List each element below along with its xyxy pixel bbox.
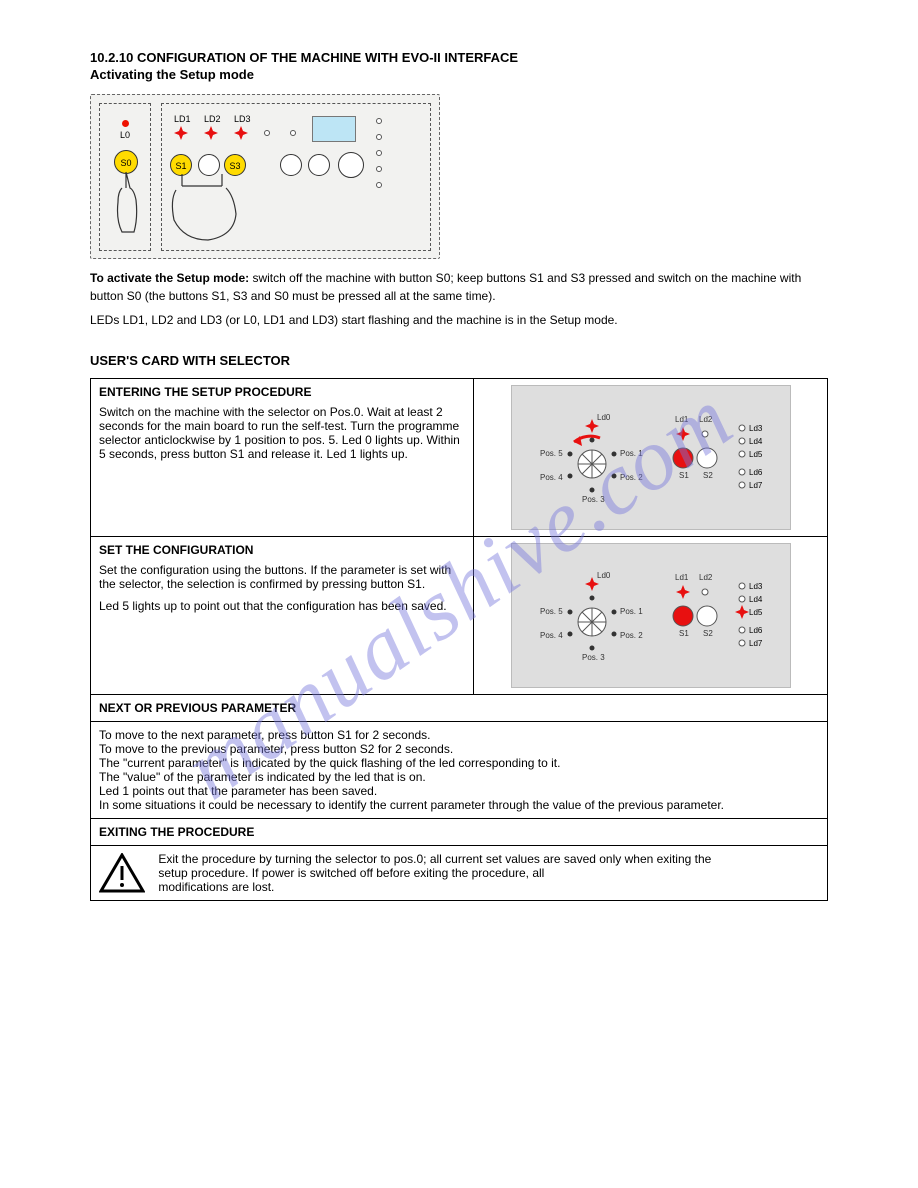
svg-text:Ld2: Ld2: [699, 573, 713, 582]
table-row: Exit the procedure by turning the select…: [91, 846, 828, 901]
step-cell-1: ENTERING THE SETUP PROCEDURE Switch on t…: [91, 379, 474, 537]
row3-cell: NEXT OR PREVIOUS PARAMETER: [91, 695, 828, 722]
hand-multi-icon: [164, 170, 264, 250]
button-blank-4: [338, 152, 364, 178]
table-row: NEXT OR PREVIOUS PARAMETER: [91, 695, 828, 722]
svg-text:Ld3: Ld3: [749, 582, 763, 591]
step-1-body: Switch on the machine with the selector …: [99, 405, 465, 461]
svg-text:Ld2: Ld2: [699, 415, 713, 424]
row4-line: To move to the next parameter, press but…: [99, 728, 819, 742]
svg-text:Pos. 2: Pos. 2: [620, 631, 643, 640]
step-2-title: SET THE CONFIGURATION: [99, 543, 465, 557]
figure-control-panel: L0 S0 LD1 LD2 LD3 S1 S3: [90, 94, 440, 259]
document-page: 10.2.10 CONFIGURATION OF THE MACHINE WIT…: [0, 0, 918, 941]
led-off-2: [290, 130, 296, 136]
figure-left-panel: L0 S0: [99, 103, 151, 251]
svg-text:Pos. 3: Pos. 3: [582, 495, 605, 504]
svg-text:Pos. 1: Pos. 1: [620, 607, 643, 616]
svg-text:S2: S2: [703, 629, 713, 638]
svg-text:Ld4: Ld4: [749, 437, 763, 446]
svg-text:Pos. 1: Pos. 1: [620, 449, 643, 458]
svg-text:Pos. 2: Pos. 2: [620, 473, 643, 482]
svg-text:S1: S1: [679, 629, 689, 638]
svg-text:Pos. 3: Pos. 3: [582, 653, 605, 662]
svg-text:Ld4: Ld4: [749, 595, 763, 604]
row5-cell: EXITING THE PROCEDURE: [91, 819, 828, 846]
svg-text:Ld7: Ld7: [749, 639, 763, 648]
warning-icon: [99, 853, 145, 893]
step-1-title: ENTERING THE SETUP PROCEDURE: [99, 385, 465, 399]
led-ld2: [204, 126, 218, 140]
panel-diagram-1: Pos. 1 Pos. 2 Pos. 3 Pos. 4 Pos. 5 Ld0: [511, 385, 791, 530]
ld2-label: LD2: [204, 114, 221, 124]
svg-text:Pos. 5: Pos. 5: [540, 607, 563, 616]
dot-r4: [376, 166, 382, 172]
svg-text:Ld6: Ld6: [749, 468, 763, 477]
table-row: To move to the next parameter, press but…: [91, 722, 828, 819]
dot-r3: [376, 150, 382, 156]
row4-line: To move to the previous parameter, press…: [99, 742, 819, 756]
row4-line: Led 1 points out that the parameter has …: [99, 784, 819, 798]
step-2-body: Set the configuration using the buttons.…: [99, 563, 465, 591]
caption-1: To activate the Setup mode: switch off t…: [90, 269, 828, 305]
panel-2-svg: Pos. 1 Pos. 2 Pos. 3 Pos. 4 Pos. 5 Ld0: [512, 544, 792, 689]
row4-cell: To move to the next parameter, press but…: [91, 722, 828, 819]
step-2-extra: Led 5 lights up to point out that the co…: [99, 599, 465, 613]
step-cell-2: SET THE CONFIGURATION Set the configurat…: [91, 537, 474, 695]
panel-1-svg: Pos. 1 Pos. 2 Pos. 3 Pos. 4 Pos. 5 Ld0: [512, 386, 792, 531]
hand-pointer-icon: [106, 170, 146, 248]
lcd-display: [312, 116, 356, 142]
svg-text:Ld7: Ld7: [749, 481, 763, 490]
svg-text:Ld5: Ld5: [749, 608, 763, 617]
button-blank-2: [280, 154, 302, 176]
row3-title: NEXT OR PREVIOUS PARAMETER: [99, 701, 296, 715]
dot-r1: [376, 118, 382, 124]
svg-text:Pos. 4: Pos. 4: [540, 473, 563, 482]
led-l0-label: L0: [120, 130, 130, 140]
svg-text:S2: S2: [703, 471, 713, 480]
led-off-1: [264, 130, 270, 136]
panel-cell-2: Pos. 1 Pos. 2 Pos. 3 Pos. 4 Pos. 5 Ld0: [474, 537, 828, 695]
panel-diagram-2: Pos. 1 Pos. 2 Pos. 3 Pos. 4 Pos. 5 Ld0: [511, 543, 791, 688]
row4-line: The "value" of the parameter is indicate…: [99, 770, 819, 784]
svg-text:S1: S1: [679, 471, 689, 480]
led-l0: [122, 120, 129, 127]
caption-2: LEDs LD1, LD2 and LD3 (or L0, LD1 and LD…: [90, 311, 828, 329]
svg-text:Ld0: Ld0: [597, 571, 611, 580]
svg-text:Ld6: Ld6: [749, 626, 763, 635]
dot-r2: [376, 134, 382, 140]
table-row: SET THE CONFIGURATION Set the configurat…: [91, 537, 828, 695]
led-ld1: [174, 126, 188, 140]
svg-text:Ld3: Ld3: [749, 424, 763, 433]
figure-right-panel: LD1 LD2 LD3 S1 S3: [161, 103, 431, 251]
svg-text:Pos. 5: Pos. 5: [540, 449, 563, 458]
row6-cell: Exit the procedure by turning the select…: [91, 846, 828, 901]
table-row: ENTERING THE SETUP PROCEDURE Switch on t…: [91, 379, 828, 537]
svg-text:Pos. 4: Pos. 4: [540, 631, 563, 640]
svg-text:Ld5: Ld5: [749, 450, 763, 459]
row4-line: The "current parameter" is indicated by …: [99, 756, 819, 770]
button-blank-3: [308, 154, 330, 176]
row4-line: In some situations it could be necessary…: [99, 798, 819, 812]
ld3-label: LD3: [234, 114, 251, 124]
panel-cell-1: Pos. 1 Pos. 2 Pos. 3 Pos. 4 Pos. 5 Ld0: [474, 379, 828, 537]
config-table: ENTERING THE SETUP PROCEDURE Switch on t…: [90, 378, 828, 901]
svg-text:Ld1: Ld1: [675, 415, 689, 424]
svg-text:Ld1: Ld1: [675, 573, 689, 582]
dot-r5: [376, 182, 382, 188]
section-subheading: Activating the Setup mode: [90, 67, 828, 82]
section-heading: 10.2.10 CONFIGURATION OF THE MACHINE WIT…: [90, 50, 828, 65]
svg-text:Ld0: Ld0: [597, 413, 611, 422]
table-title: USER'S CARD WITH SELECTOR: [90, 353, 828, 368]
led-ld3: [234, 126, 248, 140]
row5-title: EXITING THE PROCEDURE: [99, 825, 254, 839]
caption-1-prefix: To activate the Setup mode:: [90, 271, 249, 285]
ld1-label: LD1: [174, 114, 191, 124]
row6-text: Exit the procedure by turning the select…: [158, 852, 808, 894]
table-row: EXITING THE PROCEDURE: [91, 819, 828, 846]
